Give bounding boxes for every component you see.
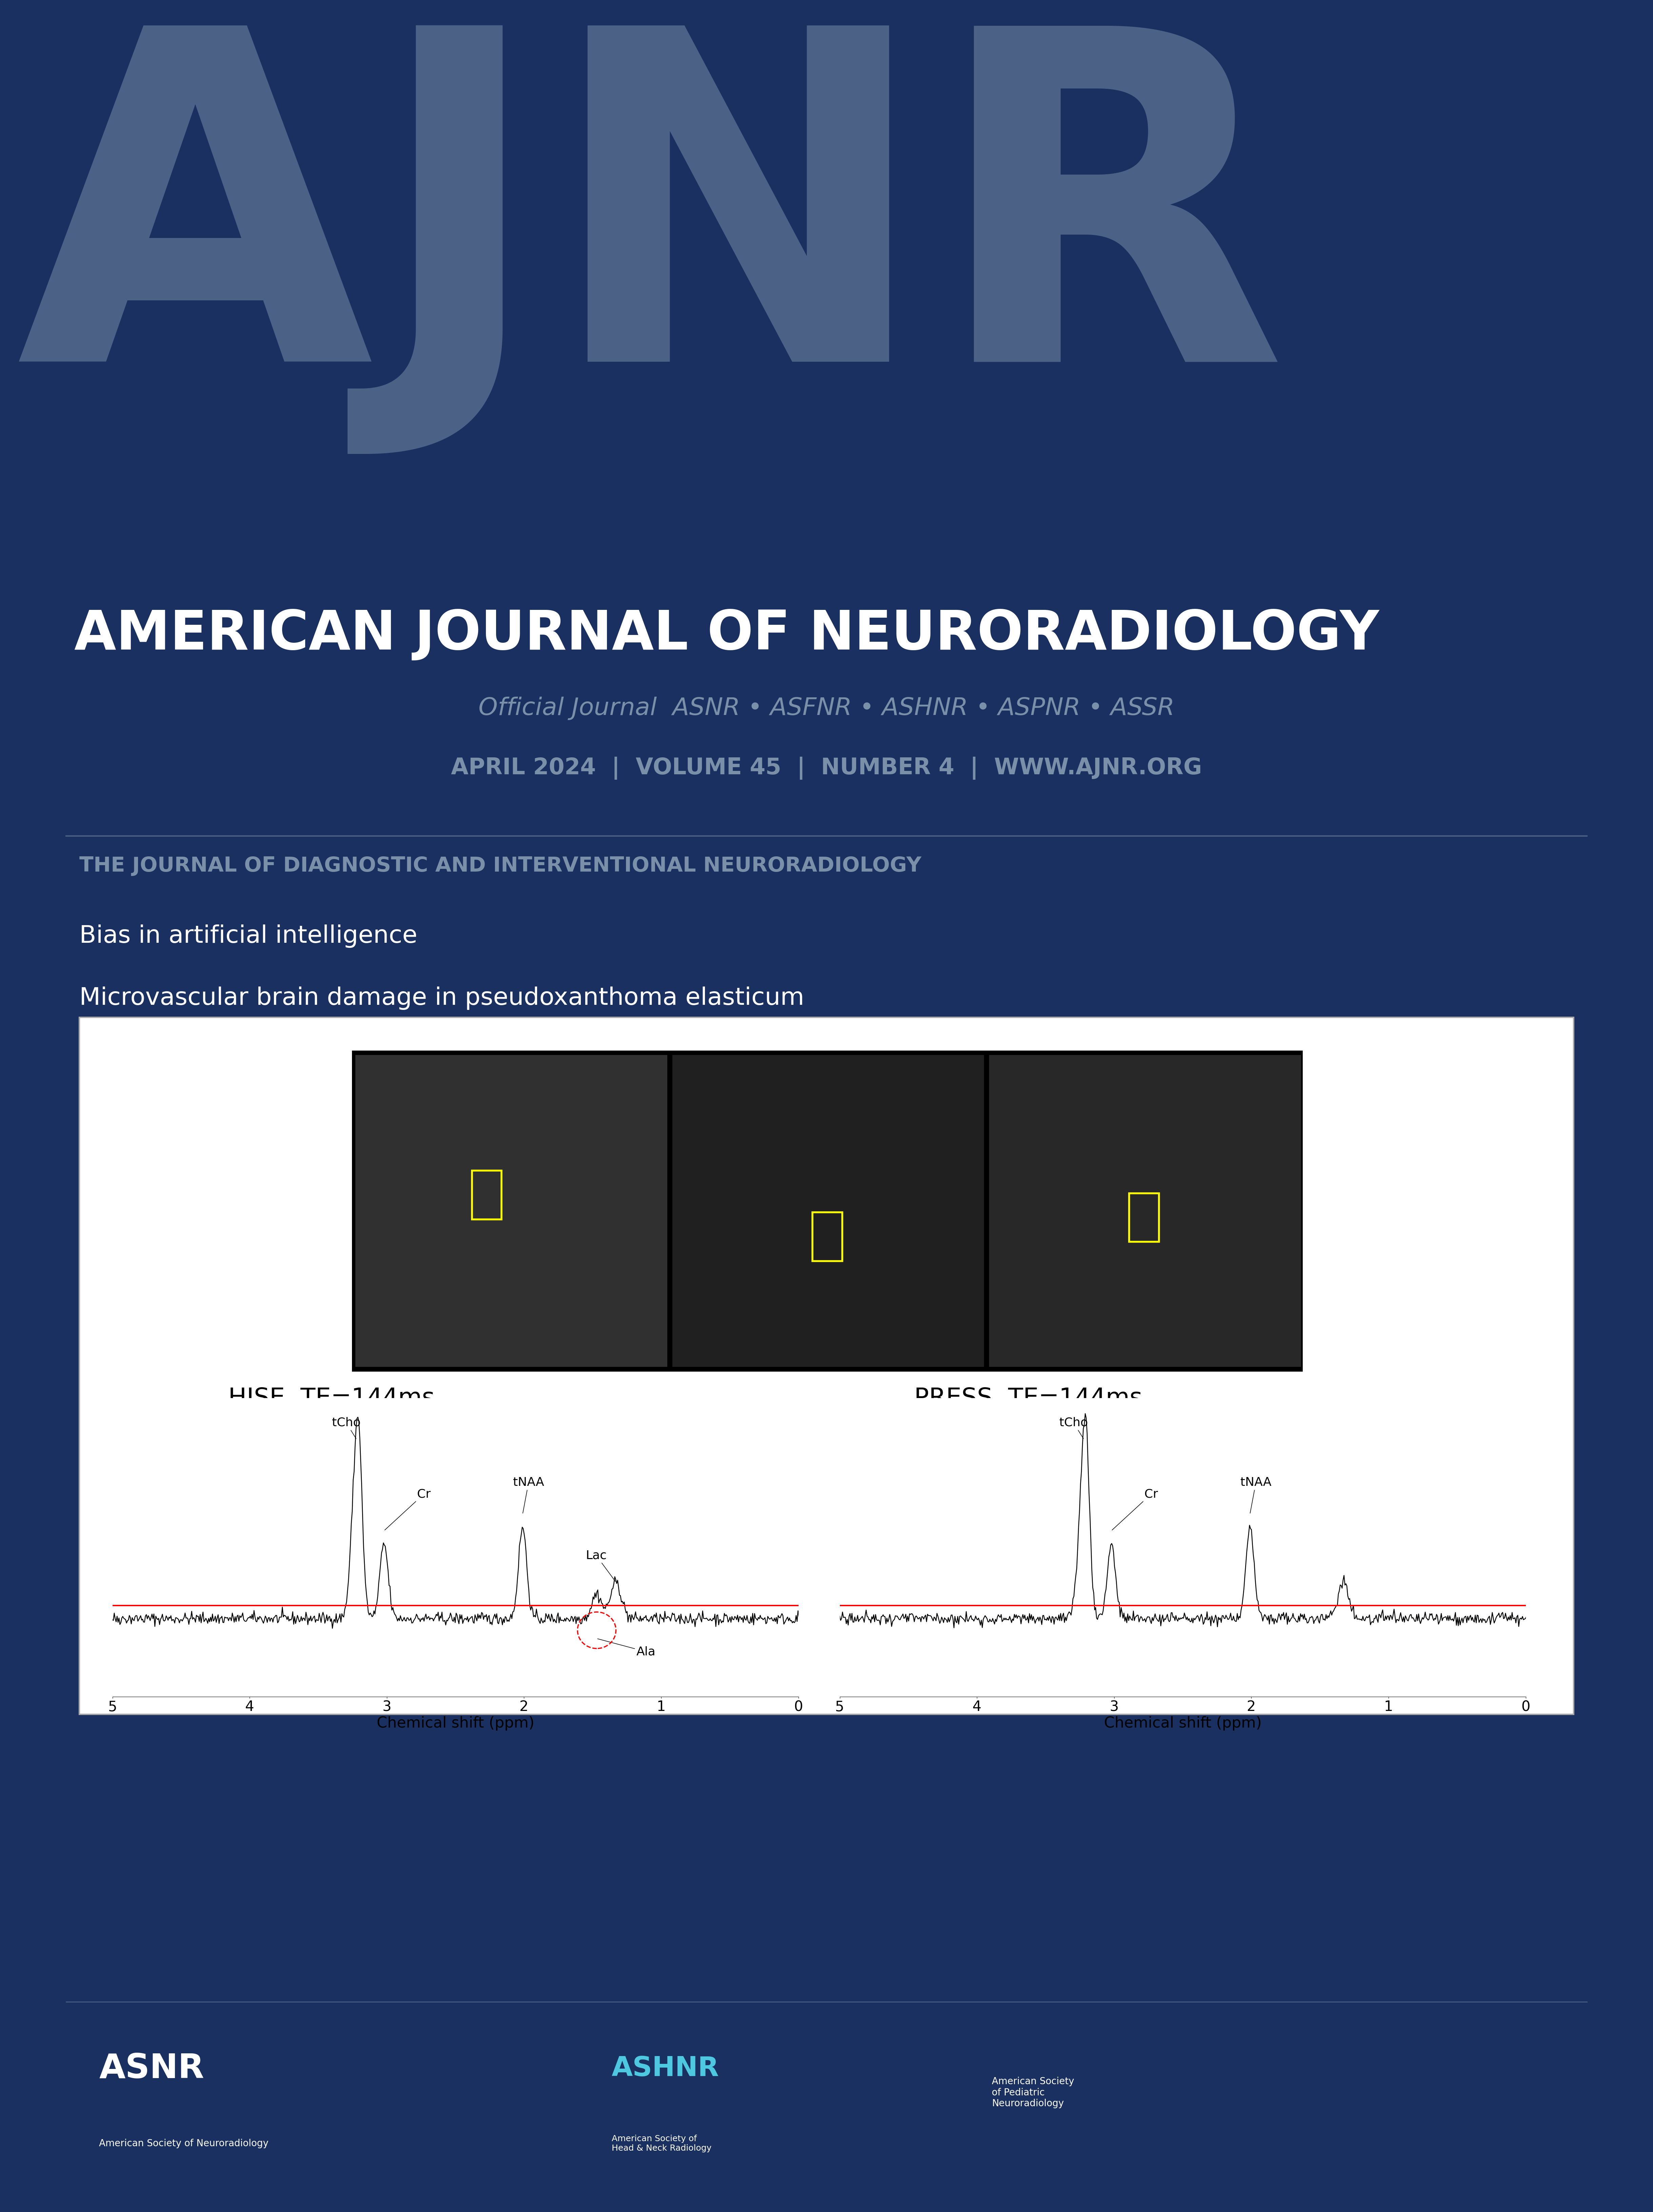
Text: Ala: Ala [598,1639,656,1657]
Text: Cr: Cr [1112,1489,1157,1531]
Text: AJNR: AJNR [17,11,1288,458]
Text: American Society of Neuroradiology: American Society of Neuroradiology [99,2139,269,2148]
X-axis label: Chemical shift (ppm): Chemical shift (ppm) [377,1717,534,1730]
X-axis label: Chemical shift (ppm): Chemical shift (ppm) [1104,1717,1261,1730]
Text: American Society of
Head & Neck Radiology: American Society of Head & Neck Radiolog… [612,2135,711,2152]
Text: tCho: tCho [1060,1418,1088,1438]
Text: Bias in artificial intelligence: Bias in artificial intelligence [79,925,417,949]
Text: PRESS, TE=144ms: PRESS, TE=144ms [914,1387,1142,1411]
Bar [673,1055,984,1367]
Bar [0,1991,1653,2183]
Bar [352,1051,1303,1371]
Text: American Society
of Pediatric
Neuroradiology: American Society of Pediatric Neuroradio… [992,2077,1074,2108]
Bar [1129,1192,1159,1241]
Text: AMERICAN JOURNAL OF NEURORADIOLOGY: AMERICAN JOURNAL OF NEURORADIOLOGY [74,608,1379,661]
Text: Cr: Cr [385,1489,430,1531]
Bar [988,1055,1301,1367]
Text: APRIL 2024  |  VOLUME 45  |  NUMBER 4  |  WWW.AJNR.ORG: APRIL 2024 | VOLUME 45 | NUMBER 4 | WWW.… [451,757,1202,779]
Bar [79,1018,1574,1714]
Text: MR neurography for postoperative peripheral trigeminal neuropathies: MR neurography for postoperative periphe… [79,1172,936,1197]
Bar [355,1055,668,1367]
Text: ASNR: ASNR [99,2053,205,2086]
Text: tCho: tCho [332,1418,360,1438]
Text: Lac: Lac [585,1551,615,1582]
Text: Microvascular brain damage in pseudoxanthoma elasticum: Microvascular brain damage in pseudoxant… [79,987,805,1011]
Bar [812,1212,841,1261]
Text: HISE, TE=144ms: HISE, TE=144ms [228,1387,435,1411]
Text: THE JOURNAL OF DIAGNOSTIC AND INTERVENTIONAL NEURORADIOLOGY: THE JOURNAL OF DIAGNOSTIC AND INTERVENTI… [79,856,921,876]
Text: tNAA: tNAA [512,1478,544,1513]
Text: Deep learning approach to identify patients with CSF-venous fistula: Deep learning approach to identify patie… [79,1048,907,1073]
Text: Official Journal  ASNR • ASFNR • ASHNR • ASPNR • ASSR: Official Journal ASNR • ASFNR • ASHNR • … [478,697,1175,721]
Text: tNAA: tNAA [1240,1478,1271,1513]
Bar [471,1170,501,1219]
Text: ASHNR: ASHNR [612,2055,719,2081]
Text: New entity: high-grade astrocytoma with piloid features: New entity: high-grade astrocytoma with … [79,1110,764,1135]
